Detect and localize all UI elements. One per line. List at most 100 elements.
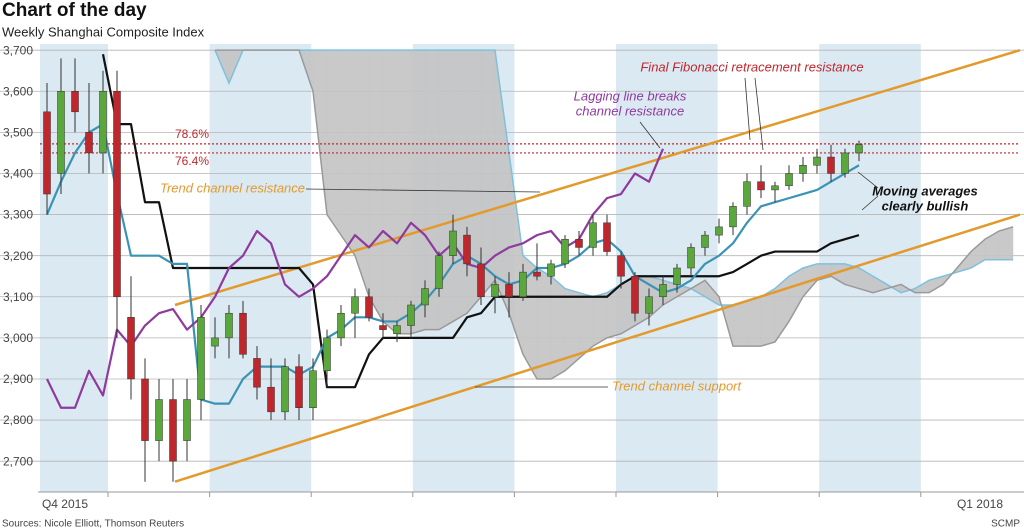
candle-body <box>659 284 667 298</box>
candle-body <box>127 317 135 380</box>
candle-body <box>211 337 219 347</box>
candle-body <box>799 164 807 174</box>
annotation: Lagging line breaks <box>574 88 687 103</box>
x-tick-label: Q1 2018 <box>957 497 1003 511</box>
cloud-segment <box>746 296 762 347</box>
candle-body <box>463 234 471 265</box>
annotation: channel resistance <box>576 103 684 118</box>
candle-body <box>197 317 205 400</box>
candle-body <box>855 144 863 154</box>
trend-line <box>174 213 1021 483</box>
candle-body <box>351 296 359 314</box>
candle-body <box>337 312 345 339</box>
candle-body <box>267 386 275 413</box>
candle-body <box>57 91 65 174</box>
cloud-segment <box>452 49 468 322</box>
candle-body <box>589 222 597 248</box>
y-tick-label: 2,700 <box>3 454 33 468</box>
plot-area <box>40 48 1021 483</box>
cloud-segment <box>382 49 398 335</box>
candle-body <box>631 275 639 314</box>
candle-body <box>687 247 695 269</box>
candle-body <box>603 222 611 252</box>
annotation-pointer <box>639 121 661 149</box>
annotation: Moving averages <box>872 183 978 198</box>
annotation-pointer <box>754 77 764 151</box>
candle-body <box>421 288 429 306</box>
source: Sources: Nicole Elliott, Thomson Reuters <box>2 519 184 530</box>
candle-body <box>673 267 681 285</box>
cloud-segment <box>326 49 342 236</box>
cloud-segment <box>606 284 622 339</box>
annotation-pointer <box>857 171 879 189</box>
candle-body <box>141 378 149 441</box>
candle-body <box>757 181 765 191</box>
y-tick-label: 3,300 <box>3 208 33 222</box>
candle-body <box>547 263 555 277</box>
cloud-segment <box>368 49 384 323</box>
cloud-segment <box>732 300 748 347</box>
indicator-line <box>46 148 665 409</box>
candle-body <box>225 312 233 339</box>
credit: SCMP <box>991 519 1020 530</box>
candle-body <box>477 263 485 298</box>
candle-body <box>169 399 177 462</box>
candle-body <box>449 230 457 256</box>
candle-body <box>253 358 261 388</box>
fib-label: 76.4% <box>175 154 209 168</box>
indicator-line <box>45 123 860 405</box>
annotation: Trend channel support <box>612 378 743 393</box>
y-tick-label: 2,900 <box>3 372 33 386</box>
cloud-segment <box>760 288 776 347</box>
candle-body <box>729 206 737 228</box>
cloud-segment <box>550 275 566 380</box>
y-tick-label: 3,000 <box>3 331 33 345</box>
candle-body <box>155 399 163 441</box>
trend-line <box>174 48 1021 307</box>
candle-body <box>393 325 401 335</box>
candle-body <box>715 226 723 236</box>
annotation-pointer <box>744 77 751 141</box>
candle-body <box>533 271 541 277</box>
candle-body <box>43 111 51 195</box>
candle-body <box>239 312 247 355</box>
candle-body <box>71 91 79 113</box>
candle-body <box>365 296 373 318</box>
cloud-segment <box>998 226 1014 261</box>
candle-body <box>113 91 121 298</box>
candle-body <box>813 156 821 166</box>
y-tick-label: 3,400 <box>3 167 33 181</box>
y-tick-label: 3,600 <box>3 84 33 98</box>
y-tick-label: 2,800 <box>3 413 33 427</box>
annotation-pointer <box>861 195 879 211</box>
cloud-segment <box>592 292 608 347</box>
candle-body <box>379 325 387 330</box>
y-tick-label: 3,200 <box>3 249 33 263</box>
candle-body <box>309 370 317 408</box>
candle-body <box>295 366 303 408</box>
x-tick-label: Q4 2015 <box>42 497 88 511</box>
fib-label: 78.6% <box>175 127 209 141</box>
y-tick-label: 3,500 <box>3 126 33 140</box>
candle-body <box>435 255 443 289</box>
annotation: Final Fibonacci retracement resistance <box>640 59 863 74</box>
cloud-line <box>214 49 1013 306</box>
candle-body <box>519 271 527 298</box>
candle-body <box>183 399 191 441</box>
candle-body <box>407 304 415 326</box>
quarter-band <box>40 44 108 492</box>
candle-body <box>701 234 709 248</box>
cloud-segment <box>788 267 804 323</box>
candle-body <box>99 91 107 154</box>
candle-body <box>617 255 625 277</box>
annotation: Trend channel resistance <box>160 180 305 195</box>
y-tick-label: 3,700 <box>3 43 33 57</box>
candle-body <box>785 173 793 187</box>
candle-body <box>85 132 93 154</box>
candle-body <box>827 156 835 174</box>
chart-subtitle: Weekly Shanghai Composite Index <box>2 24 205 39</box>
candle-body <box>575 238 583 248</box>
